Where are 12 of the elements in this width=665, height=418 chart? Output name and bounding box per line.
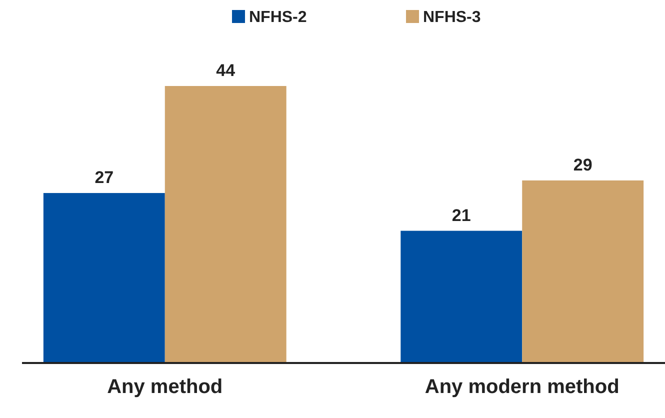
x-tick-label: Any modern method (424, 376, 620, 398)
data-label: 29 (573, 155, 592, 174)
data-label: 44 (216, 61, 236, 80)
legend-label: NFHS-3 (423, 9, 481, 26)
data-label: 27 (94, 168, 114, 188)
bar (522, 180, 644, 363)
bar (400, 230, 522, 363)
legend-label: NFHS-2 (249, 9, 307, 26)
data-label: 21 (452, 206, 471, 225)
x-tick-label: Any method (107, 376, 223, 398)
bar (164, 86, 286, 363)
bar (43, 193, 165, 363)
